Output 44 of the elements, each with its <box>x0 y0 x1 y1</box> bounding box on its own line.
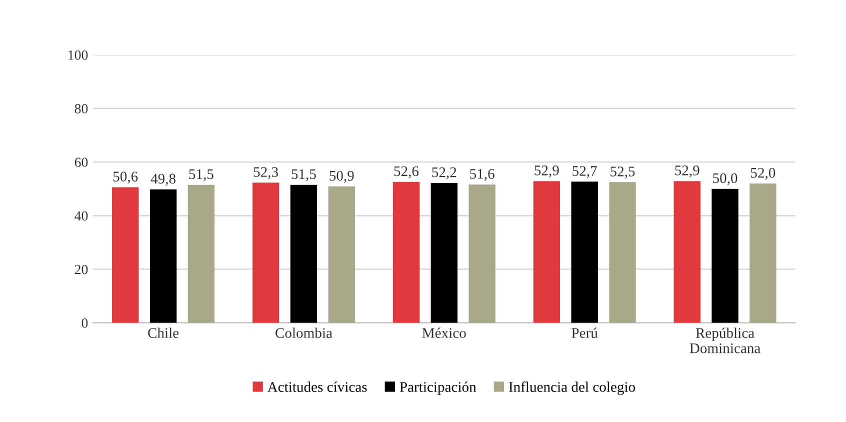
legend-label: Actitudes cívicas <box>267 382 367 392</box>
data-label: 52,0 <box>751 168 776 180</box>
bar <box>392 182 420 323</box>
x-tick-label: Perú <box>572 328 598 338</box>
data-label: 49,8 <box>150 174 176 186</box>
bar <box>674 181 700 323</box>
bar <box>430 182 458 323</box>
x-tick-label: República Dominicana <box>690 328 760 354</box>
bar <box>290 184 318 323</box>
bar <box>252 182 280 323</box>
y-tick-label: 20 <box>74 264 88 274</box>
bar <box>328 186 355 323</box>
legend-label: Participación <box>400 382 476 395</box>
y-tick-label: 60 <box>74 158 88 168</box>
data-label: 51,6 <box>470 169 494 181</box>
data-label: 52,9 <box>675 166 700 178</box>
data-label: 51,5 <box>292 169 316 182</box>
data-label: 50,9 <box>330 170 354 183</box>
y-tick-label: 100 <box>68 50 88 60</box>
data-label: 52,5 <box>610 166 635 179</box>
data-label: 50,6 <box>113 172 138 184</box>
legend-label: Influencia del colegio <box>508 382 636 395</box>
y-tick-label: 80 <box>74 104 88 114</box>
data-label: 51,5 <box>189 169 214 182</box>
x-tick-label: México <box>422 328 466 338</box>
y-tick-label: 40 <box>74 211 88 221</box>
bar <box>571 182 598 323</box>
bar <box>468 184 496 323</box>
data-label: 50,0 <box>713 173 738 186</box>
data-label: 52,7 <box>572 166 597 178</box>
data-label: 52,2 <box>432 167 456 180</box>
bar <box>750 183 776 323</box>
bar <box>150 189 177 323</box>
data-label: 52,9 <box>534 166 559 178</box>
x-tick-label: Chile <box>148 328 179 338</box>
bar <box>533 181 560 323</box>
y-tick-label: 0 <box>82 318 88 328</box>
bar <box>112 187 139 323</box>
data-label: 52,3 <box>254 167 278 180</box>
bar <box>609 182 636 323</box>
bar <box>712 188 738 323</box>
bar <box>188 184 215 323</box>
data-label: 52,6 <box>394 166 419 178</box>
x-tick-label: Colombia <box>276 328 332 338</box>
